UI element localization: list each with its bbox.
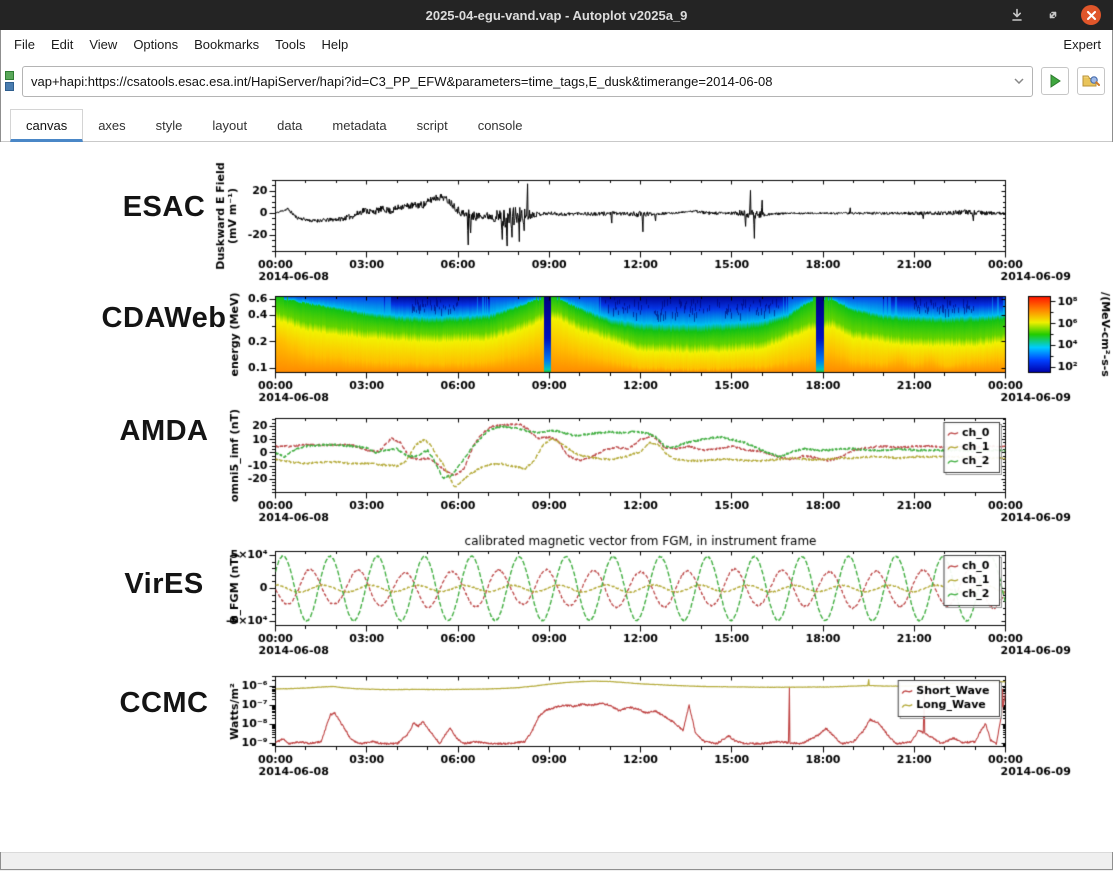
datasource-icon-blue (5, 82, 14, 91)
menu-view[interactable]: View (89, 36, 118, 52)
plot-canvas[interactable] (0, 142, 1113, 852)
go-button[interactable] (1041, 67, 1069, 95)
uri-dropdown-button[interactable] (1007, 67, 1031, 95)
panel-label-amda: AMDA (119, 415, 209, 447)
menu-options[interactable]: Options (133, 36, 179, 52)
menu-tools[interactable]: Tools (275, 36, 306, 52)
tab-script[interactable]: script (416, 118, 448, 133)
uri-input[interactable] (22, 65, 1033, 97)
folder-magnifier-icon (1082, 75, 1100, 87)
close-button[interactable] (1081, 5, 1101, 25)
tab-layout[interactable]: layout (212, 118, 248, 133)
menu-edit[interactable]: Edit (50, 36, 74, 52)
title-bar[interactable]: 2025-04-egu-vand.vap - Autoplot v2025a_9 (0, 0, 1113, 30)
menu-file[interactable]: File (14, 36, 35, 52)
tab-data[interactable]: data (277, 118, 303, 133)
inspect-button[interactable] (1077, 67, 1105, 95)
window-controls (1009, 5, 1113, 25)
datasource-icon (5, 71, 14, 91)
tab-console[interactable]: console (477, 118, 523, 133)
panel-label-vires: VirES (124, 568, 204, 600)
panel-label-ccmc: CCMC (119, 687, 209, 719)
address-row (0, 58, 1113, 104)
menu-bar: File Edit View Options Bookmarks Tools Help Ex… (0, 30, 1113, 58)
maximize-icon[interactable] (1045, 7, 1061, 23)
expert-mode-label: Expert (1063, 36, 1101, 52)
uri-combo (22, 65, 1033, 97)
panel-label-esac: ESAC (122, 191, 206, 223)
plot-canvas-area: ESAC CDAWeb AMDA VirES CCMC (0, 142, 1113, 852)
close-icon (1086, 10, 1096, 20)
minimize-icon[interactable] (1009, 7, 1025, 23)
window-title: 2025-04-egu-vand.vap - Autoplot v2025a_9 (425, 7, 688, 23)
tab-metadata[interactable]: metadata (332, 118, 387, 133)
play-icon (1050, 74, 1061, 88)
tab-strip: canvas axes style layout data metadata script c… (0, 104, 1113, 142)
tab-canvas[interactable]: canvas (10, 109, 84, 142)
menu-items: File Edit View Options Bookmarks Tools Help (6, 37, 356, 52)
tab-style[interactable]: style (155, 118, 183, 133)
menu-bookmarks[interactable]: Bookmarks (194, 36, 260, 52)
chevron-down-icon (1014, 78, 1024, 84)
datasource-icon-green (5, 71, 14, 80)
panel-label-cdaweb: CDAWeb (101, 302, 227, 334)
menu-help[interactable]: Help (321, 36, 349, 52)
tab-axes[interactable]: axes (98, 118, 126, 133)
status-bar (0, 852, 1113, 871)
